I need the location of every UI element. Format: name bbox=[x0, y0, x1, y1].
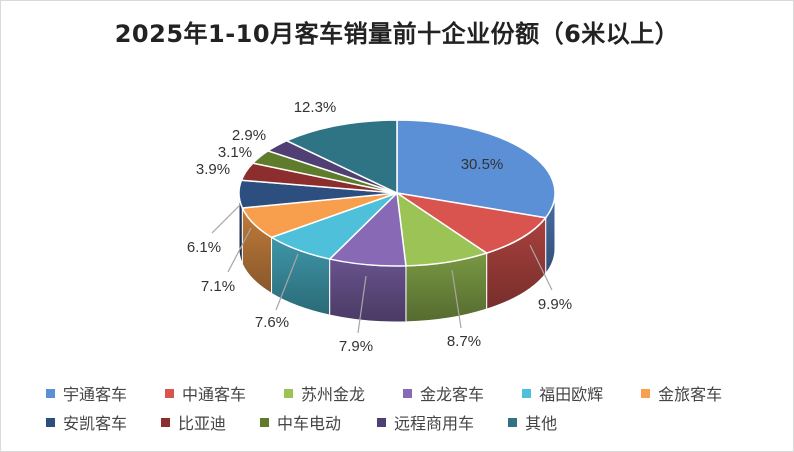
data-label: 7.9% bbox=[339, 338, 373, 355]
legend-swatch bbox=[260, 417, 270, 427]
legend-swatch bbox=[161, 417, 171, 427]
legend-swatch bbox=[522, 388, 532, 398]
legend-label: 比亚迪 bbox=[178, 414, 227, 433]
legend-swatch bbox=[46, 388, 55, 398]
legend-item: 其他 bbox=[508, 410, 557, 434]
chart-title: 2025年1-10月客车销量前十企业份额（6米以上） bbox=[114, 20, 680, 48]
legend-item: 比亚迪 bbox=[161, 410, 226, 434]
pie-tops bbox=[238, 119, 556, 267]
legend-swatch bbox=[508, 417, 518, 427]
data-label: 7.1% bbox=[201, 278, 235, 295]
legend-label: 远程商用车 bbox=[394, 414, 475, 433]
legend-swatch bbox=[165, 388, 175, 398]
legend-swatch bbox=[641, 388, 651, 398]
legend-row: 宇通客车 中通客车 苏州金龙 金龙客车 福田欧辉 金旅客车 bbox=[46, 381, 722, 405]
legend-item: 宇通客车 bbox=[46, 381, 127, 405]
legend-item: 金龙客车 bbox=[403, 381, 484, 405]
legend-label: 金旅客车 bbox=[658, 385, 723, 404]
pie-slice bbox=[396, 191, 489, 267]
legend-item: 福田欧辉 bbox=[522, 381, 603, 405]
leader-line bbox=[529, 244, 553, 291]
legend-item: 中车电动 bbox=[260, 410, 341, 434]
legend-label: 金龙客车 bbox=[420, 385, 485, 404]
data-label: 2.9% bbox=[232, 127, 266, 144]
legend-label: 中通客车 bbox=[182, 385, 247, 404]
legend-swatch bbox=[284, 388, 294, 398]
data-label: 6.1% bbox=[187, 239, 221, 256]
pie-slice bbox=[396, 192, 548, 254]
legend-row: 安凯客车 比亚迪 中车电动 远程商用车 其他 bbox=[46, 410, 557, 434]
pie-leader-lines bbox=[211, 204, 553, 334]
legend-swatch bbox=[403, 388, 413, 398]
legend-label: 其他 bbox=[525, 414, 558, 433]
pie-data-labels: 30.5% 9.9% 8.7% 7.9% 7.6% 7.1% 6.1% 3.9%3.1%2.9… bbox=[187, 99, 572, 355]
legend-item: 金旅客车 bbox=[641, 381, 722, 405]
data-label: 12.3% bbox=[294, 99, 337, 116]
pie-slice bbox=[396, 119, 556, 219]
data-label: 3.9% bbox=[196, 161, 230, 178]
leader-line bbox=[451, 269, 462, 329]
legend-item: 远程商用车 bbox=[377, 410, 474, 434]
data-label: 8.7% bbox=[447, 333, 481, 350]
legend-label: 福田欧辉 bbox=[539, 385, 604, 404]
legend-label: 宇通客车 bbox=[63, 385, 128, 404]
pie-slice-side bbox=[329, 258, 407, 323]
legend-swatch bbox=[46, 417, 55, 427]
data-label: 7.6% bbox=[255, 314, 289, 331]
pie-slice bbox=[284, 119, 398, 195]
legend-item: 中通客车 bbox=[165, 381, 246, 405]
legend-label: 安凯客车 bbox=[63, 414, 128, 433]
legend-swatch bbox=[377, 417, 387, 427]
data-label: 30.5% bbox=[461, 156, 504, 173]
data-label: 9.9% bbox=[538, 296, 572, 313]
legend-item: 安凯客车 bbox=[46, 410, 127, 434]
leader-line bbox=[211, 204, 241, 234]
leader-line bbox=[275, 253, 299, 311]
legend-label: 苏州金龙 bbox=[301, 385, 366, 404]
leader-line bbox=[357, 275, 367, 334]
legend-label: 中车电动 bbox=[277, 414, 342, 433]
data-label: 3.1% bbox=[218, 144, 252, 161]
leader-line bbox=[227, 227, 252, 273]
legend-item: 苏州金龙 bbox=[284, 381, 365, 405]
